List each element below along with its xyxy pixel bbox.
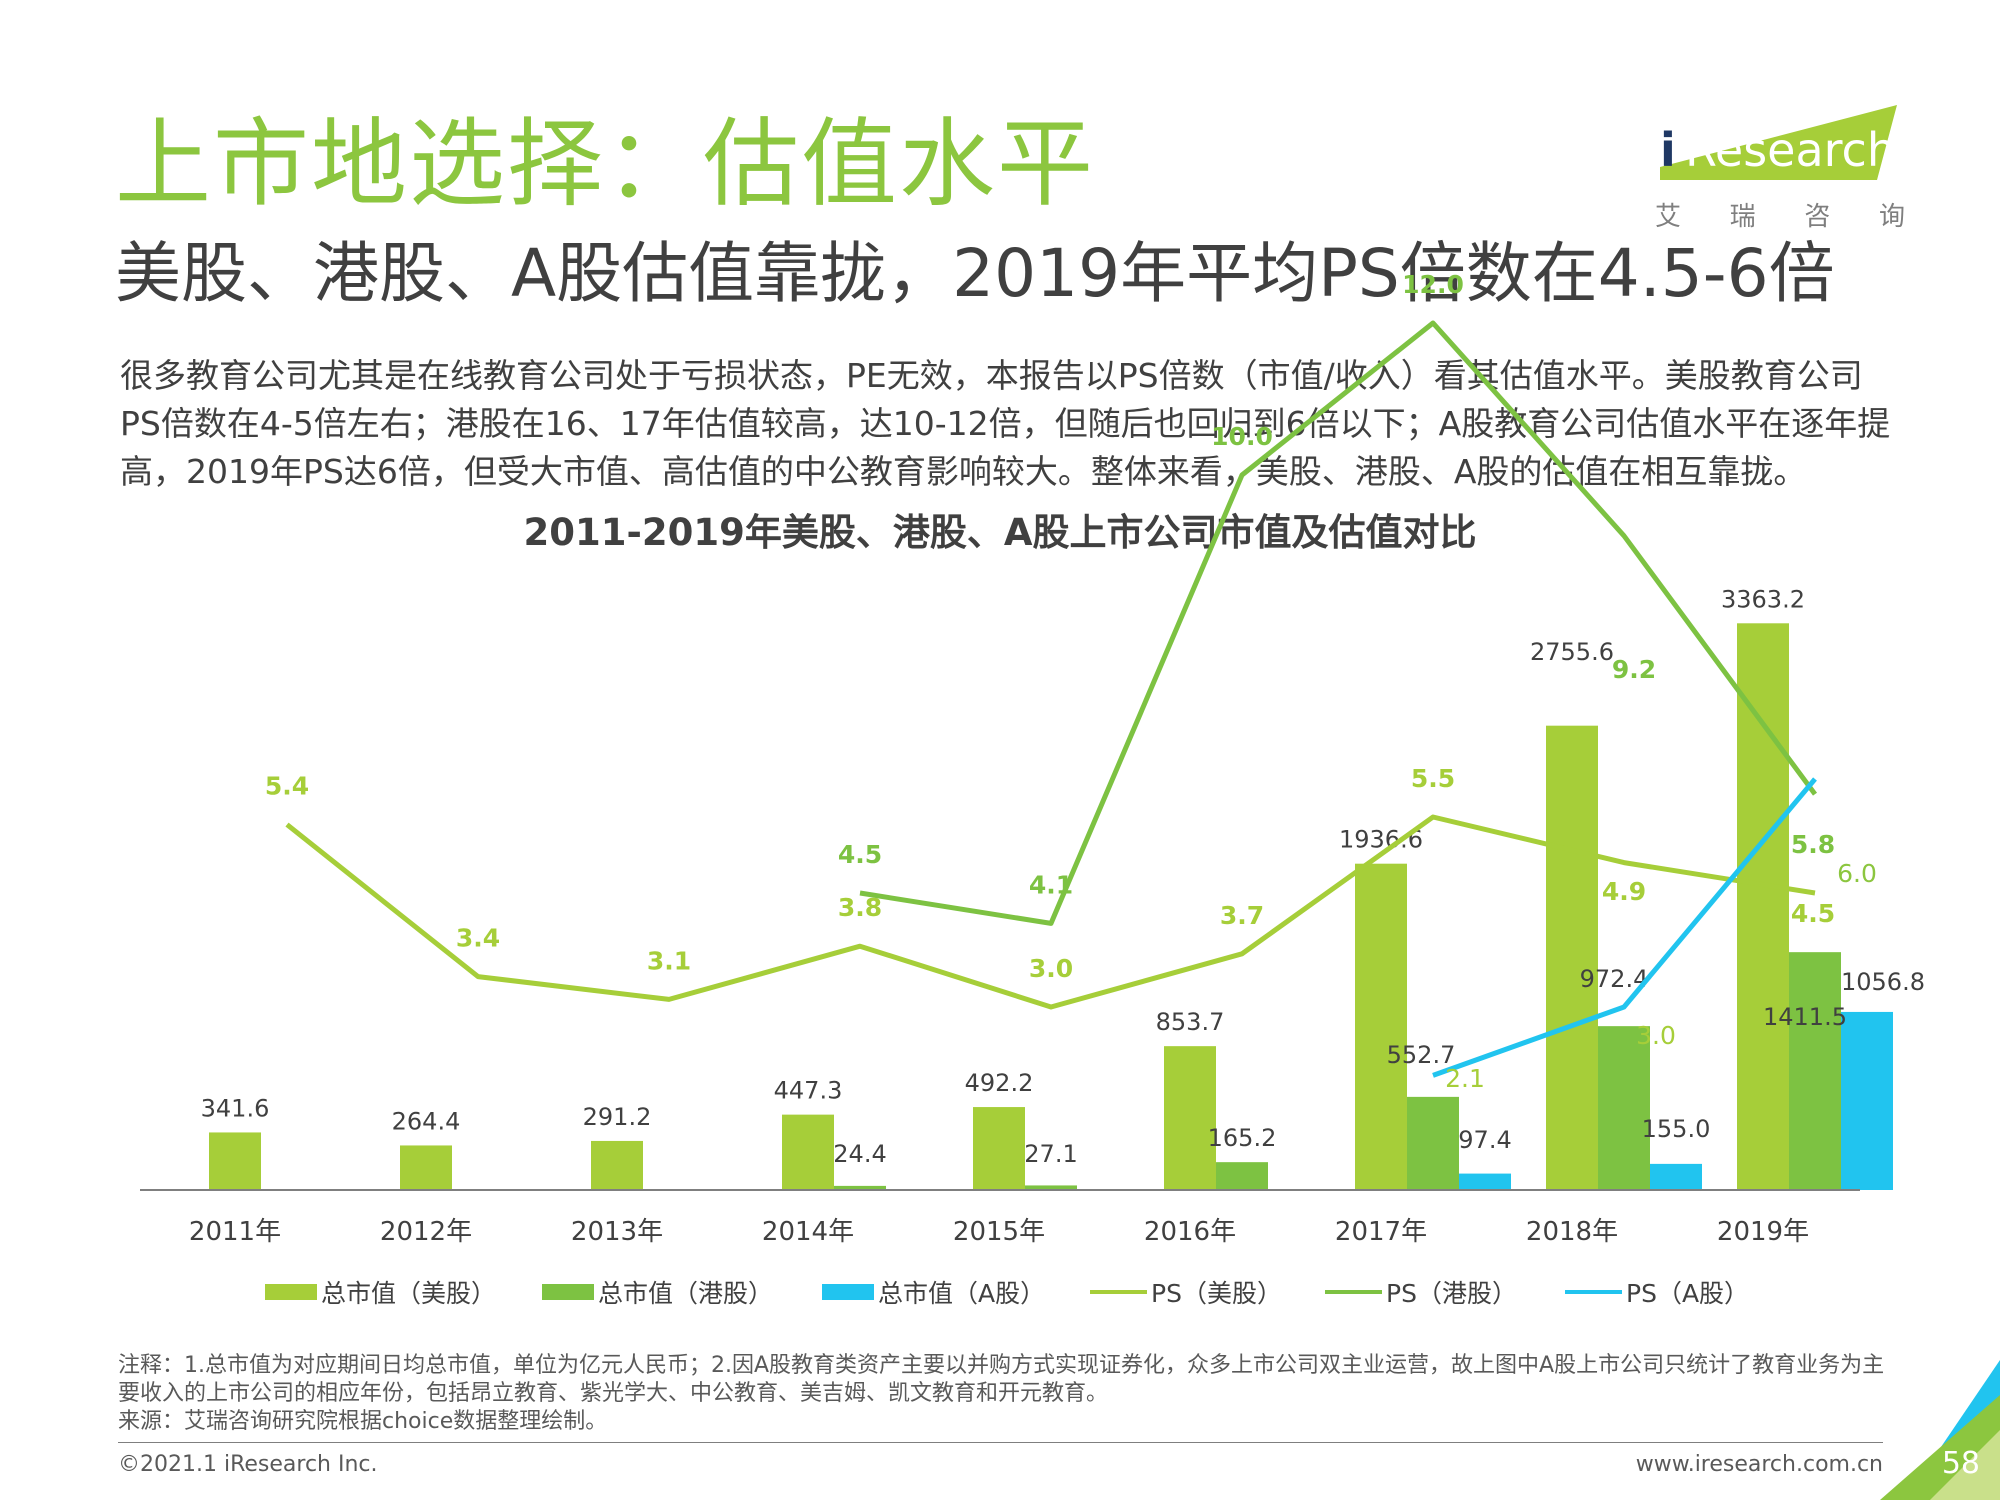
line-value-label: 3.1	[647, 946, 691, 975]
bar	[1841, 1011, 1893, 1190]
bar-value-label: 1411.5	[1763, 1003, 1847, 1031]
bar	[1216, 1162, 1268, 1190]
footer-divider	[118, 1442, 1883, 1443]
bar-value-label: 27.1	[1024, 1140, 1077, 1168]
website-link[interactable]: www.iresearch.com.cn	[1635, 1452, 1883, 1477]
x-tick-label: 2017年	[1335, 1217, 1427, 1247]
line-value-label: 4.5	[1791, 899, 1835, 928]
bar	[400, 1145, 452, 1190]
bar	[1025, 1185, 1077, 1190]
line-value-label: 4.1	[1029, 870, 1073, 899]
line-value-label: 9.2	[1612, 655, 1656, 684]
bar	[1459, 1173, 1511, 1190]
logo-sub-char: 艾	[1655, 202, 1682, 232]
series-line	[859, 320, 1818, 926]
logo-sub-char: 咨	[1804, 202, 1831, 232]
bar	[1598, 1026, 1650, 1190]
legend-label: PS（美股）	[1151, 1279, 1282, 1308]
bar	[834, 1185, 886, 1190]
bar	[782, 1114, 834, 1190]
page-title: 上市地选择：估值水平	[115, 108, 1095, 220]
bar-value-label: 165.2	[1208, 1124, 1277, 1152]
x-tick-label: 2016年	[1144, 1217, 1236, 1247]
logo-banner	[1660, 105, 1897, 180]
legend-swatch	[265, 1284, 317, 1300]
bar	[1164, 1046, 1216, 1190]
note-text: 注释：1.总市值为对应期间日均总市值，单位为亿元人民币；2.因A股教育类资产主要…	[118, 1353, 1885, 1406]
legend-label: 总市值（美股）	[321, 1279, 496, 1308]
bar	[1789, 952, 1841, 1190]
bar-value-label: 291.2	[583, 1103, 652, 1131]
bar-value-label: 341.6	[201, 1094, 270, 1122]
line-value-label: 4.5	[838, 840, 882, 869]
line-value-label: 3.4	[456, 924, 500, 953]
x-tick-label: 2014年	[762, 1217, 854, 1247]
bar	[1737, 623, 1789, 1190]
bar-value-label: 155.0	[1642, 1115, 1711, 1143]
bar	[1546, 725, 1598, 1190]
bar	[591, 1140, 643, 1190]
x-tick-label: 2018年	[1526, 1217, 1618, 1247]
bar	[1355, 863, 1407, 1190]
logo-sub-char: 瑞	[1729, 202, 1756, 232]
source-text: 来源：艾瑞咨询研究院根据choice数据整理绘制。	[118, 1409, 608, 1434]
bar-value-label: 1056.8	[1841, 968, 1925, 996]
series-line	[285, 814, 1816, 1010]
line-value-label: 6.0	[1837, 859, 1877, 888]
bar-value-label: 24.4	[833, 1140, 886, 1168]
legend-label: PS（港股）	[1386, 1279, 1517, 1308]
corner-triangle-light	[1930, 1430, 2000, 1500]
logo-brand-text: Research	[1685, 123, 1896, 177]
x-tick-label: 2015年	[953, 1217, 1045, 1247]
footnote: 注释：1.总市值为对应期间日均总市值，单位为亿元人民币；2.因A股教育类资产主要…	[118, 1352, 1898, 1436]
bar-value-label: 447.3	[774, 1077, 843, 1105]
legend-label: PS（A股）	[1626, 1279, 1749, 1308]
legend-label: 总市值（港股）	[598, 1279, 773, 1308]
bar-value-label: 3363.2	[1721, 585, 1805, 613]
line-value-label: 3.0	[1029, 954, 1073, 983]
bar-value-label: 552.7	[1387, 1041, 1456, 1069]
legend-label: 总市值（A股）	[878, 1279, 1045, 1308]
intro-paragraph: 很多教育公司尤其是在线教育公司处于亏损状态，PE无效，本报告以PS倍数（市值/收…	[120, 356, 1891, 491]
line-value-label: 5.8	[1791, 830, 1835, 859]
line-value-label: 3.7	[1220, 901, 1264, 930]
bar	[973, 1107, 1025, 1190]
logo-subtitle: 艾 瑞 咨 询	[1655, 196, 1905, 233]
x-tick-label: 2012年	[380, 1217, 472, 1247]
line-value-label: 5.5	[1411, 764, 1455, 793]
series-line	[1432, 777, 1817, 1078]
bar-value-label: 97.4	[1458, 1126, 1511, 1154]
line-value-label: 12.0	[1402, 270, 1464, 299]
copyright: ©2021.1 iResearch Inc.	[118, 1452, 378, 1477]
bar	[1650, 1163, 1702, 1190]
logo-i-letter: i	[1660, 123, 1676, 177]
bar	[1407, 1096, 1459, 1190]
x-tick-label: 2011年	[189, 1217, 281, 1247]
bar-value-label: 1936.6	[1339, 826, 1423, 854]
line-value-label: 10.0	[1211, 422, 1273, 451]
logo-sub-char: 询	[1878, 202, 1905, 232]
line-value-label: 3.0	[1636, 1021, 1676, 1050]
iresearch-logo	[1660, 105, 1897, 180]
bar	[209, 1132, 261, 1190]
page-subtitle: 美股、港股、A股估值靠拢，2019年平均PS倍数在4.5-6倍	[115, 235, 1835, 312]
line-value-label: 3.8	[838, 893, 882, 922]
page-number: 58	[1941, 1446, 1980, 1481]
bar-value-label: 264.4	[392, 1107, 461, 1135]
chart-title: 2011-2019年美股、港股、A股上市公司市值及估值对比	[523, 511, 1477, 554]
x-tick-label: 2013年	[571, 1217, 663, 1247]
line-value-label: 2.1	[1445, 1064, 1485, 1093]
legend-swatch	[542, 1284, 594, 1300]
bar-value-label: 2755.6	[1530, 638, 1614, 666]
bar-value-label: 492.2	[965, 1069, 1034, 1097]
legend-swatch	[822, 1284, 874, 1300]
bar-value-label: 853.7	[1156, 1008, 1225, 1036]
line-value-label: 5.4	[265, 772, 309, 801]
line-value-label: 4.9	[1602, 877, 1646, 906]
x-tick-label: 2019年	[1717, 1217, 1809, 1247]
